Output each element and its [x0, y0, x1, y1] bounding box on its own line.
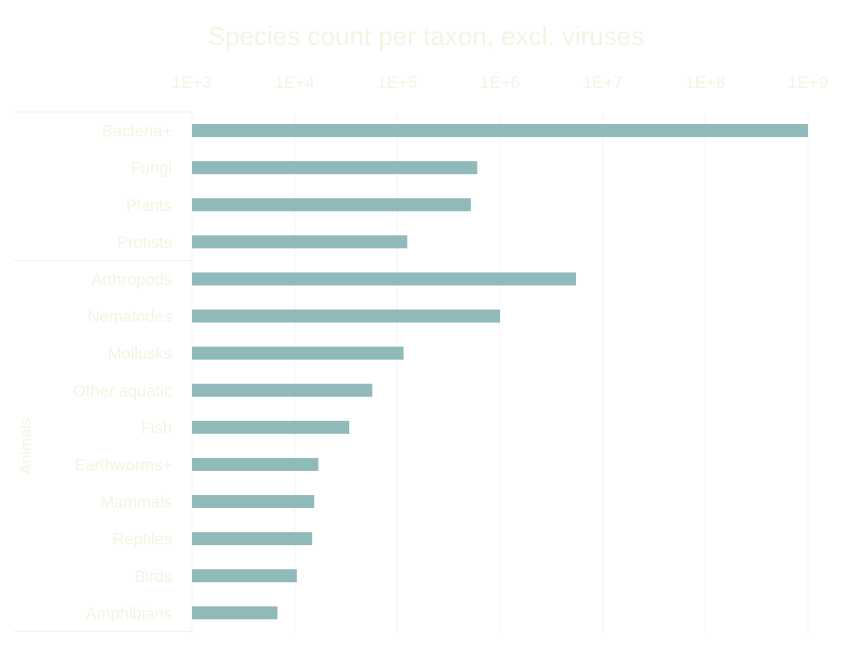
bar	[192, 309, 500, 323]
category-label: Fish	[141, 419, 172, 437]
category-label: Mammals	[100, 494, 172, 512]
bar	[192, 161, 478, 175]
category-label: Plants	[126, 197, 172, 215]
x-tick-label: 1E+6	[480, 73, 520, 92]
bar	[192, 420, 350, 434]
bar	[192, 495, 315, 509]
category-label: Amphibians	[86, 605, 172, 623]
x-tick-label: 1E+8	[685, 73, 725, 92]
category-labels: Bacteria+ Fungi Plants Protists Arthropods Ne…	[73, 123, 172, 623]
category-label: Earthworms+	[74, 456, 172, 474]
bar	[192, 124, 808, 138]
x-tick-label: 1E+7	[583, 73, 623, 92]
category-label: Reptiles	[112, 531, 172, 549]
category-label: Nematodes	[88, 308, 172, 326]
bar	[192, 198, 471, 212]
category-label: Fungi	[131, 160, 172, 178]
category-label: Mollusks	[108, 345, 172, 363]
category-label: Other aquatic	[73, 382, 172, 400]
x-tick-label: 1E+5	[377, 73, 417, 92]
chart-title: Species count per taxon, excl. viruses	[208, 21, 644, 51]
bar	[192, 606, 278, 620]
bar	[192, 569, 297, 583]
bar	[192, 346, 404, 360]
bar	[192, 272, 577, 286]
category-label: Protists	[117, 234, 172, 252]
x-tick-label: 1E+3	[172, 73, 212, 92]
bar	[192, 383, 373, 397]
category-label: Arthropods	[91, 271, 172, 289]
gridlines	[191, 112, 809, 634]
bar	[192, 457, 319, 471]
category-label: Birds	[134, 568, 172, 586]
x-tick-label: 1E+9	[788, 73, 828, 92]
x-axis-ticks: 1E+3 1E+4 1E+5 1E+6 1E+7 1E+8 1E+9	[172, 73, 828, 92]
category-label: Bacteria+	[102, 123, 172, 141]
x-tick-label: 1E+4	[275, 73, 315, 92]
bars	[192, 124, 808, 620]
bar	[192, 235, 408, 249]
group-label: Animals	[18, 417, 35, 474]
bar	[192, 532, 313, 546]
group-labels: Animals	[18, 417, 35, 474]
group-dividers	[14, 111, 192, 632]
